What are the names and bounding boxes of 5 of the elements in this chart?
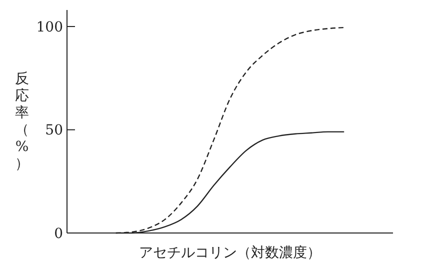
y-tick-label: 50 — [45, 122, 63, 139]
x-axis-title: アセチルコリン（対数濃度） — [139, 245, 321, 261]
y-tick-label: 0 — [54, 226, 63, 242]
y-axis-title: 反応率（%） — [15, 70, 29, 172]
y-tick-label: 100 — [36, 19, 63, 36]
